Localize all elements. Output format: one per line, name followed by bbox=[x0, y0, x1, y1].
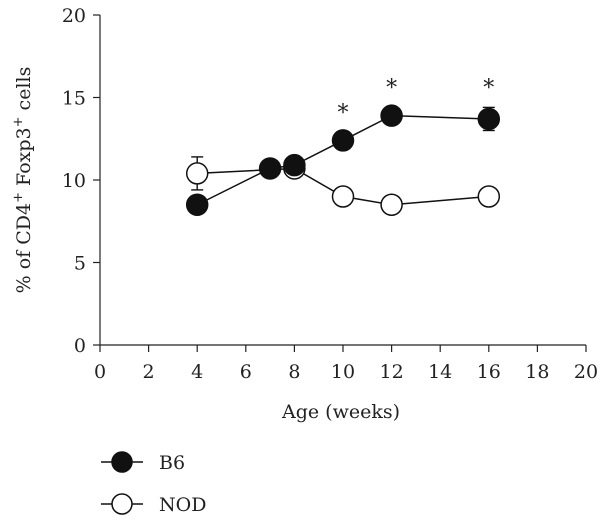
y-axis-title-sup-2: + bbox=[11, 116, 26, 127]
x-tick-label: 8 bbox=[288, 361, 300, 383]
legend: B6 NOD bbox=[101, 451, 206, 516]
y-axis-title-part-1: % of CD4 bbox=[13, 203, 35, 293]
legend-marker-b6 bbox=[111, 451, 133, 473]
y-tick-label: 0 bbox=[74, 335, 86, 357]
y-tick-label: 10 bbox=[62, 170, 86, 192]
legend-label-b6: B6 bbox=[159, 452, 185, 474]
data-point-nod bbox=[380, 193, 403, 216]
data-point-nod bbox=[331, 185, 355, 208]
axes: 0 5 10 15 20 0 2 4 6 8 10 12 14 16 18 20 bbox=[62, 5, 598, 383]
chart-marks: * * * bbox=[185, 76, 501, 216]
data-point-b6 bbox=[477, 107, 501, 131]
legend-marker-nod bbox=[111, 493, 133, 515]
data-point-b6 bbox=[380, 104, 403, 127]
data-point-nod bbox=[185, 162, 209, 185]
data-point-b6 bbox=[185, 193, 209, 216]
data-point-b6 bbox=[258, 157, 282, 180]
data-point-nod bbox=[477, 185, 501, 208]
y-axis-title-sup-1: + bbox=[11, 192, 26, 203]
y-tick-label: 5 bbox=[74, 253, 86, 275]
x-tick-label: 2 bbox=[143, 361, 155, 383]
data-point-b6 bbox=[331, 129, 355, 152]
legend-label-nod: NOD bbox=[159, 494, 206, 516]
significance-marker: * bbox=[338, 101, 349, 126]
data-point-b6 bbox=[283, 153, 306, 177]
series-line-b6 bbox=[196, 114, 489, 206]
significance-marker: * bbox=[386, 76, 397, 101]
y-axis-title-part-2: Foxp3 bbox=[13, 127, 35, 192]
y-axis-title: % of CD4+ Foxp3+ cells bbox=[11, 67, 35, 294]
x-tick-label: 4 bbox=[191, 361, 203, 383]
x-tick-label: 18 bbox=[525, 361, 549, 383]
x-tick-label: 0 bbox=[94, 361, 106, 383]
x-tick-label: 6 bbox=[240, 361, 252, 383]
y-tick-label: 20 bbox=[62, 5, 86, 27]
y-tick-label: 15 bbox=[62, 88, 86, 110]
legend-item-b6: B6 bbox=[101, 451, 185, 474]
series-b6 bbox=[185, 104, 501, 216]
x-tick-label: 16 bbox=[477, 361, 501, 383]
legend-item-nod: NOD bbox=[101, 493, 206, 516]
significance-marker: * bbox=[483, 76, 494, 101]
y-axis-title-part-3: cells bbox=[13, 67, 35, 117]
x-tick-label: 14 bbox=[428, 361, 452, 383]
x-tick-label: 12 bbox=[380, 361, 404, 383]
x-tick-label: 10 bbox=[331, 361, 355, 383]
x-axis-title: Age (weeks) bbox=[281, 401, 400, 423]
x-tick-label: 20 bbox=[574, 361, 598, 383]
